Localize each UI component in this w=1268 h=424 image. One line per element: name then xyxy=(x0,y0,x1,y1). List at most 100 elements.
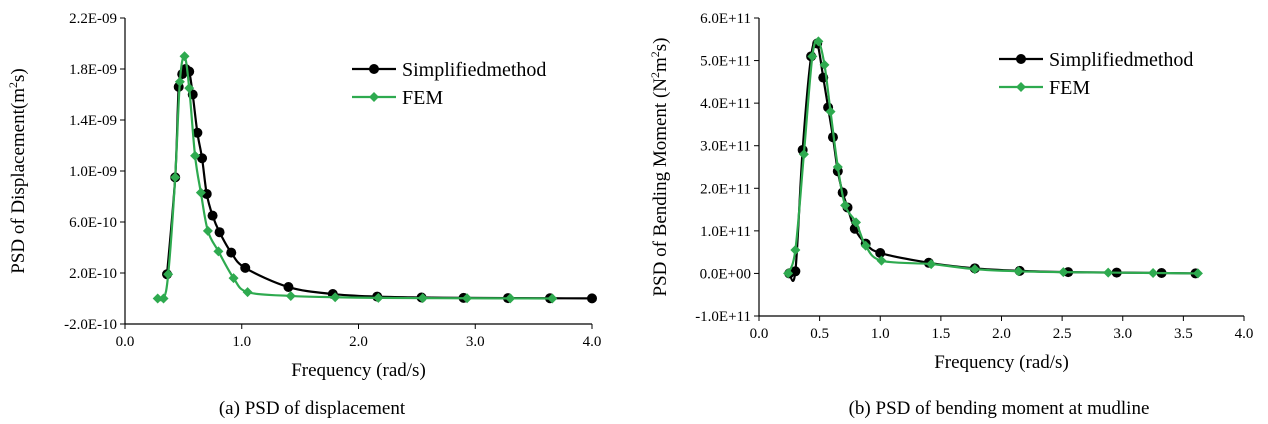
chart-a-point-fem xyxy=(163,269,174,280)
chart-a-y-tick-label: 6.0E-10 xyxy=(69,215,117,231)
chart-b-y-tick-label: 3.0E+11 xyxy=(700,139,751,155)
chart-b-point-fem xyxy=(926,259,937,270)
chart-b-point-fem xyxy=(1103,267,1114,278)
chart-a-y-tick-label: 1.4E-09 xyxy=(69,113,117,129)
chart-a-x-tick-label: 1.0 xyxy=(232,334,251,350)
chart-b-y-axis-label: PSD of Bending Moment (N2m2s) xyxy=(648,37,671,296)
chart-b-y-tick-label: 1.0E+11 xyxy=(700,224,751,240)
chart-a-plot: 0.0 1.0 2.0 3.0 4.0 -2.0E-10 2.0E-10 6.0E-10 1.0… xyxy=(6,11,601,381)
chart-b-point-fem xyxy=(851,217,861,228)
chart-b-y-tick-label: 4.0E+11 xyxy=(700,96,751,112)
chart-a-point-fem xyxy=(170,172,181,183)
chart-a-point-simplifiedmethod xyxy=(226,247,237,258)
chart-b-point-fem xyxy=(840,200,851,211)
chart-b-point-fem xyxy=(819,59,830,70)
chart-b-point-fem xyxy=(1192,268,1203,279)
chart-b-y-tick-label: 6.0E+11 xyxy=(700,11,751,27)
chart-a-point-fem xyxy=(547,293,558,304)
chart-b-y-tick-label: 5.0E+11 xyxy=(700,54,751,70)
chart-b-point-fem xyxy=(1013,266,1024,277)
chart-a-x-axis-label: Frequency (rad/s) xyxy=(291,360,426,381)
chart-a-point-fem xyxy=(242,287,253,298)
chart-a-point-simplifiedmethod xyxy=(192,127,203,138)
chart-b-point-fem xyxy=(790,245,801,256)
chart-b-series-line-simplifiedmethod xyxy=(788,40,1196,283)
chart-a-point-simplifiedmethod xyxy=(214,227,225,238)
chart-a-point-fem xyxy=(190,150,201,161)
chart-b-point-fem xyxy=(798,149,809,160)
chart-a-x-tick-label: 3.0 xyxy=(466,334,485,350)
chart-b-caption: (b) PSD of bending moment at mudline xyxy=(849,398,1150,419)
chart-b-x-tick-label: 0.5 xyxy=(810,326,829,342)
chart-a-point-fem xyxy=(505,293,516,304)
chart-a-legend-label: FEM xyxy=(402,87,443,109)
chart-panel-a: 0.0 1.0 2.0 3.0 4.0 -2.0E-10 2.0E-10 6.0E-10 1.0… xyxy=(6,11,601,419)
chart-b-y-tick-label: 0.0E+00 xyxy=(700,266,751,282)
chart-panel-b: 0.0 0.5 1.0 1.5 2.0 2.5 3.0 3.5 4.0 -1.0E+11 0.0E+… xyxy=(634,0,1268,424)
chart-a-y-tick-label: 2.2E-09 xyxy=(69,11,117,27)
chart-a-point-fem xyxy=(462,293,473,304)
chart-a-point-fem xyxy=(174,76,185,87)
chart-a-point-simplifiedmethod xyxy=(207,210,218,221)
chart-a-legend-marker xyxy=(369,64,379,74)
chart-a-point-simplifiedmethod xyxy=(587,293,597,304)
chart-b-x-tick-label: 1.5 xyxy=(932,326,951,342)
chart-b-x-tick-label: 1.0 xyxy=(871,326,890,342)
chart-a-series-line-simplifiedmethod xyxy=(165,67,593,300)
chart-a-y-axis-label: PSD of Displacement(m2s) xyxy=(6,68,29,274)
chart-a-legend-label: Simplifiedmethod xyxy=(402,59,546,81)
chart-b-svg: 0.0 0.5 1.0 1.5 2.0 2.5 3.0 3.5 4.0 -1.0E+11 0.0E+… xyxy=(648,11,1253,419)
chart-a-point-fem xyxy=(213,246,224,257)
chart-b-legend-marker xyxy=(1016,54,1026,64)
chart-b-x-tick-label: 2.5 xyxy=(1053,326,1072,342)
chart-b-x-tick-label: 0.0 xyxy=(750,326,769,342)
chart-b-x-tick-label: 4.0 xyxy=(1235,326,1254,342)
chart-a-point-fem xyxy=(179,51,190,62)
chart-b-point-fem xyxy=(832,162,843,172)
chart-a-legend-marker xyxy=(369,92,379,102)
chart-a-y-tick-label: 2.0E-10 xyxy=(69,266,117,282)
chart-a-y-tick-label: 1.0E-09 xyxy=(69,164,117,180)
chart-a-caption: (a) PSD of displacement xyxy=(219,398,406,419)
chart-a-point-fem xyxy=(417,293,428,304)
chart-a-y-tick-label: -2.0E-10 xyxy=(64,317,117,333)
chart-a-point-fem xyxy=(373,292,384,303)
chart-a-point-fem xyxy=(202,225,213,236)
chart-a-point-fem xyxy=(285,290,296,301)
chart-b-point-fem xyxy=(1148,268,1159,279)
chart-b-point-fem xyxy=(807,51,818,62)
chart-b-x-tick-label: 3.5 xyxy=(1174,326,1193,342)
chart-b-point-fem xyxy=(969,264,980,275)
chart-a-point-fem xyxy=(184,83,195,94)
chart-a-point-fem xyxy=(195,187,206,198)
chart-b-x-axis-label: Frequency (rad/s) xyxy=(934,352,1069,373)
chart-b-point-fem xyxy=(783,268,794,279)
chart-b-legend-marker xyxy=(1016,82,1026,92)
chart-b-point-fem xyxy=(813,36,824,47)
chart-a-point-fem xyxy=(152,293,163,304)
chart-b-point-fem xyxy=(876,255,887,266)
chart-b-point-simplifiedmethod xyxy=(790,266,801,277)
chart-a-x-tick-label: 2.0 xyxy=(349,334,368,350)
chart-a-series-line-fem xyxy=(157,55,553,302)
chart-b-plot: 0.0 0.5 1.0 1.5 2.0 2.5 3.0 3.5 4.0 -1.0E+11 0.0E+… xyxy=(648,11,1253,373)
chart-a-point-simplifiedmethod xyxy=(184,66,195,77)
chart-b-y-tick-label: -1.0E+11 xyxy=(695,309,751,325)
chart-a-point-simplifiedmethod xyxy=(240,262,251,273)
chart-a-point-fem xyxy=(158,293,169,304)
chart-a-point-fem xyxy=(228,273,239,284)
chart-b-point-fem xyxy=(860,240,871,251)
chart-a-y-tick-label: 1.8E-09 xyxy=(69,62,117,78)
chart-b-point-fem xyxy=(825,106,836,117)
chart-a-point-simplifiedmethod xyxy=(283,282,294,293)
chart-a-svg: 0.0 1.0 2.0 3.0 4.0 -2.0E-10 2.0E-10 6.0E-10 1.0… xyxy=(6,11,601,419)
chart-b-legend-label: FEM xyxy=(1049,77,1090,99)
chart-a-x-tick-label: 0.0 xyxy=(116,334,135,350)
chart-b-y-tick-label: 2.0E+11 xyxy=(700,181,751,197)
chart-b-point-simplifiedmethod xyxy=(875,247,886,258)
chart-a-x-tick-label: 4.0 xyxy=(583,334,602,350)
chart-b-x-tick-label: 3.0 xyxy=(1113,326,1132,342)
chart-b-legend-label: Simplifiedmethod xyxy=(1049,49,1193,71)
chart-a-point-fem xyxy=(330,292,341,303)
chart-b-series-line-fem xyxy=(787,39,1198,275)
